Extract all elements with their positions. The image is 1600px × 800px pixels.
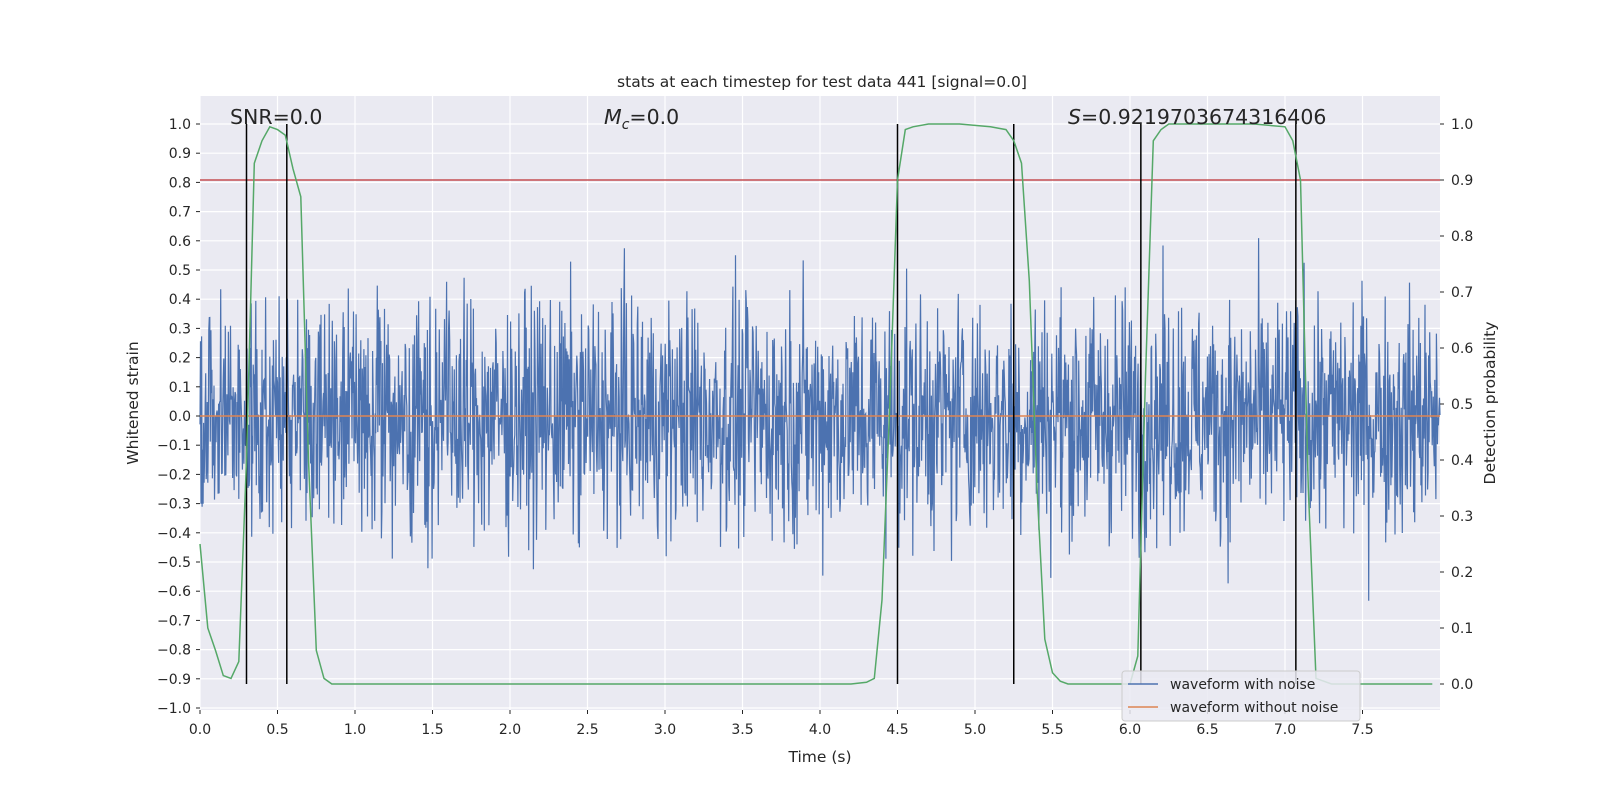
series-detection-probability [199,123,1433,685]
y-tick-label: −0.8 [157,643,191,659]
x-tick-label: 5.0 [964,722,986,738]
y2-tick-label: 0.7 [1451,285,1473,301]
score-annotation: S=0.9219703674316406 [1068,105,1326,129]
series-waveform-with-noise [199,238,1441,601]
score-symbol: S [1068,105,1081,129]
y-tick-label: 0.8 [169,175,191,191]
y-tick-label: −0.1 [157,438,191,454]
y-tick-label: −0.5 [157,555,191,571]
y-tick-label: 0.6 [169,234,191,250]
y-tick-label: −0.9 [157,672,191,688]
chirp-mass-subscript: c [622,117,630,133]
y-tick-label: −0.2 [157,467,191,483]
y2-axis-label: Detection probability [1481,322,1499,485]
y-tick-label: −0.3 [157,497,191,513]
y2-tick-label: 0.0 [1451,677,1473,693]
y-tick-label: 0.9 [169,146,191,162]
x-tick-label: 7.0 [1274,722,1296,738]
y-tick-label: 0.4 [169,292,191,308]
y2-tick-label: 0.6 [1451,341,1473,357]
y-tick-label: 0.2 [169,351,191,367]
y-tick-label: −1.0 [157,701,191,717]
x-tick-label: 6.0 [1119,722,1141,738]
x-tick-label: 0.0 [189,722,211,738]
x-tick-label: 6.5 [1196,722,1218,738]
chart-title: stats at each timestep for test data 441… [617,73,1027,91]
y2-tick-label: 0.9 [1451,173,1473,189]
x-tick-label: 2.5 [576,722,598,738]
x-tick-label: 1.0 [344,722,366,738]
y-tick-label: −0.4 [157,526,191,542]
y2-tick-label: 0.5 [1451,397,1473,413]
y2-tick-label: 1.0 [1451,117,1473,133]
y2-tick-label: 0.1 [1451,621,1473,637]
legend-label-noisy: waveform with noise [1170,677,1315,693]
traces [199,123,1441,685]
x-axis-label: Time (s) [787,748,851,766]
x-axis-ticks: 0.0 0.5 1.0 1.5 2.0 2.5 3.0 3.5 4.0 4.5 5.0 5.5 6.0 6… [189,710,1374,738]
y-tick-label: −0.6 [157,584,191,600]
y2-axis-ticks: 0.0 0.1 0.2 0.3 0.4 0.5 0.6 0.7 0.8 0.9 1.0 [1440,117,1473,693]
x-tick-label: 7.5 [1351,722,1373,738]
chirp-mass-symbol: M [604,105,622,129]
x-tick-label: 2.0 [499,722,521,738]
y-axis-label: Whitened strain [124,341,142,464]
y-tick-label: 0.0 [169,409,191,425]
x-tick-label: 0.5 [266,722,288,738]
y-tick-label: 0.7 [169,205,191,221]
chirp-mass-value: =0.0 [629,105,679,129]
y2-tick-label: 0.4 [1451,453,1473,469]
legend: waveform with noise waveform without noi… [1121,670,1361,722]
y-tick-label: 0.3 [169,321,191,337]
x-tick-label: 5.5 [1041,722,1063,738]
y-axis-ticks: −1.0 −0.9 −0.8 −0.7 −0.6 −0.5 −0.4 −0.3 −0.2 −0.1… [157,117,200,717]
x-tick-label: 4.0 [809,722,831,738]
y-tick-label: 1.0 [169,117,191,133]
x-tick-label: 4.5 [886,722,908,738]
y2-tick-label: 0.2 [1451,565,1473,581]
y-tick-label: −0.7 [157,613,191,629]
snr-annotation: SNR=0.0 [230,105,322,129]
legend-box [1121,670,1361,722]
y2-tick-label: 0.8 [1451,229,1473,245]
y-tick-label: 0.1 [169,380,191,396]
y2-tick-label: 0.3 [1451,509,1473,525]
y-tick-label: 0.5 [169,263,191,279]
score-value: =0.9219703674316406 [1081,105,1326,129]
legend-label-clean: waveform without noise [1170,700,1338,716]
chirp-mass-annotation: Mc=0.0 [604,105,679,133]
x-tick-label: 3.5 [731,722,753,738]
x-tick-label: 1.5 [421,722,443,738]
x-tick-label: 3.0 [654,722,676,738]
